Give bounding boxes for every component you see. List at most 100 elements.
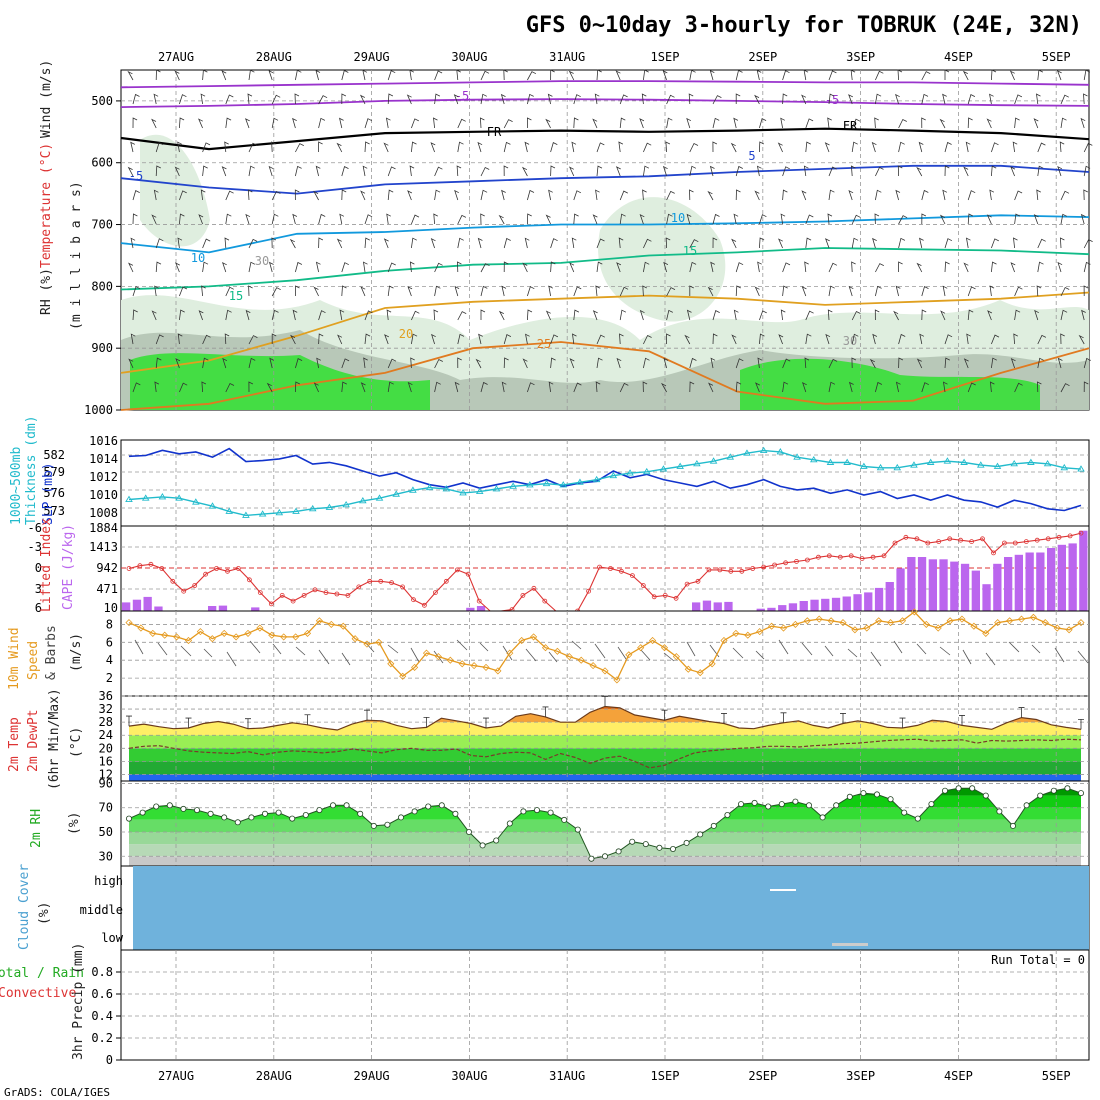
bottom-date-label: 31AUG — [549, 1069, 585, 1083]
rh-point — [180, 805, 187, 812]
contour-label: -5 — [455, 89, 469, 103]
precip-tick-label: 0 — [106, 1053, 113, 1067]
li-point — [728, 568, 734, 574]
wind-barb — [411, 118, 419, 129]
wind-barb — [179, 382, 188, 393]
cape-bar — [1068, 543, 1077, 611]
wind-barb — [573, 190, 582, 201]
wind-barb — [689, 381, 695, 393]
wind-barb — [132, 190, 140, 201]
precip-convective-label: Convective — [0, 986, 76, 1001]
wind-barb — [963, 358, 969, 369]
li-point — [969, 539, 974, 544]
wind-barb — [475, 358, 482, 369]
rh-point — [942, 787, 949, 794]
rh-point — [289, 815, 296, 822]
wind-barb — [1037, 357, 1044, 369]
wind-barb — [179, 309, 185, 321]
wind-barb — [341, 166, 349, 177]
wind-barb — [967, 286, 976, 297]
wind-barb — [573, 94, 581, 105]
wind10-barb — [203, 648, 213, 658]
wind-barb — [198, 214, 204, 225]
rh-point — [996, 808, 1003, 815]
li-point — [301, 593, 307, 598]
temp-band — [129, 735, 1081, 749]
rh-point — [425, 803, 432, 810]
wind-barb — [639, 214, 645, 225]
wind-barb — [130, 141, 135, 153]
wind-barb — [177, 333, 183, 345]
thickness-point — [726, 453, 735, 460]
wind-barb — [921, 189, 929, 201]
wind-barb — [619, 333, 624, 345]
wind-barb — [503, 237, 511, 249]
wind-barb — [434, 189, 441, 201]
wind-barb — [359, 94, 366, 105]
wind-barb — [875, 381, 883, 393]
wind-barb — [851, 141, 858, 153]
wind-barb — [290, 334, 296, 345]
wind-barb — [155, 69, 161, 81]
wind-barb — [759, 141, 764, 153]
wind-barb — [1014, 190, 1023, 201]
wind10-tick-label: 6 — [106, 635, 113, 649]
wind-barb — [689, 189, 694, 201]
wind-barb — [782, 70, 790, 81]
wind-barb — [387, 70, 396, 81]
li-point — [903, 534, 909, 540]
rh-point — [248, 814, 255, 821]
wind-barb — [987, 310, 993, 321]
wind-barb — [782, 166, 790, 177]
wind-barb — [1060, 333, 1065, 345]
wind-barb — [456, 261, 462, 273]
isotherm-line — [120, 214, 1090, 254]
thickness-point — [208, 502, 217, 509]
wind-barb — [921, 93, 929, 105]
precip-total-label: Total / Rain — [0, 966, 84, 981]
wind-barb — [967, 382, 976, 393]
cape-bar — [982, 584, 991, 611]
wind10-barb — [1031, 644, 1041, 654]
wind-barb — [1037, 165, 1044, 177]
wind-barb — [153, 189, 159, 201]
wind-barb — [128, 358, 134, 369]
wind-barb — [991, 334, 1000, 345]
cape-bar — [476, 606, 486, 611]
wind-barb — [731, 238, 737, 249]
wind-barb — [522, 358, 528, 369]
wind10-speed-point — [303, 629, 312, 637]
wind-barb — [918, 141, 924, 153]
wind-barb — [759, 118, 767, 129]
wind-barb — [828, 358, 838, 369]
wind-barb — [967, 190, 976, 201]
wind-barb — [1057, 261, 1063, 273]
wind-barb — [851, 237, 859, 249]
top-date-label: 4SEP — [944, 50, 973, 64]
rh-point — [384, 821, 391, 828]
li-tick-label: 3 — [35, 582, 42, 596]
wind-barb — [1014, 309, 1021, 321]
cape-bar — [154, 606, 163, 611]
wind-barb — [897, 165, 903, 177]
wind-barb — [921, 286, 929, 297]
li-point — [783, 560, 788, 566]
precip-tick-label: 0.8 — [91, 965, 113, 979]
li-point — [367, 578, 373, 584]
wind-barb — [341, 358, 350, 369]
wind10-speed-point — [779, 624, 788, 632]
rh-point — [683, 839, 690, 846]
rh-point — [656, 844, 663, 851]
wind-barb — [498, 214, 505, 225]
wind-barb — [689, 165, 697, 177]
thickness-line — [128, 449, 1082, 517]
thickness-point — [1010, 459, 1018, 467]
thickness-point — [976, 461, 985, 468]
wind-barb — [498, 310, 505, 321]
wind-barb — [457, 141, 464, 153]
wind-barb — [364, 333, 371, 345]
li-point — [892, 540, 898, 546]
thickness-point — [242, 511, 250, 518]
wind10-speed-point — [791, 620, 799, 628]
wind10-frame — [120, 610, 1090, 697]
